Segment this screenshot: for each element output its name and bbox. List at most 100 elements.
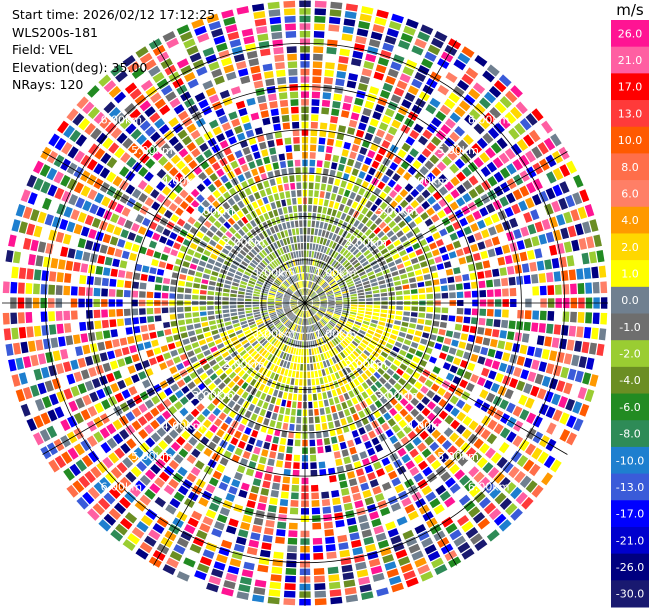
radar-gate-cell	[400, 436, 410, 446]
radar-gate-cell	[73, 412, 84, 425]
radar-gate-cell	[169, 97, 181, 109]
radar-gate-cell	[266, 228, 272, 236]
nrays-text: NRays: 120	[12, 77, 84, 93]
radar-gate-cell	[291, 408, 296, 416]
radar-gate-cell	[333, 261, 339, 268]
radar-gate-cell	[178, 448, 189, 458]
radar-gate-cell	[54, 137, 67, 151]
radar-gate-cell	[273, 233, 279, 241]
radar-gate-cell	[90, 466, 102, 479]
radar-gate-cell	[492, 395, 503, 407]
radar-gate-cell	[335, 336, 341, 343]
radar-gate-cell	[33, 225, 43, 238]
radar-gate-cell	[96, 388, 106, 400]
radar-gate-cell	[336, 465, 345, 474]
radar-gate-cell	[295, 325, 299, 332]
radar-gate-cell	[262, 196, 269, 205]
radar-gate-cell	[331, 209, 338, 217]
radar-gate-cell	[201, 105, 213, 116]
radar-gate-cell	[291, 323, 295, 330]
radar-gate-cell	[316, 385, 321, 393]
radar-gate-cell	[278, 92, 288, 100]
radar-gate-cell	[468, 506, 481, 518]
radar-gate-cell	[131, 308, 139, 316]
radar-gate-cell	[193, 347, 202, 355]
radar-gate-cell	[167, 405, 178, 415]
radar-gate-cell	[207, 296, 214, 300]
radar-gate-cell	[449, 307, 456, 314]
radar-gate-cell	[163, 352, 172, 360]
radar-gate-cell	[102, 456, 114, 469]
radar-gate-cell	[108, 85, 122, 98]
radar-gate-cell	[303, 311, 305, 318]
radar-gate-cell	[325, 215, 331, 223]
radar-gate-cell	[208, 320, 216, 326]
radar-gate-cell	[92, 354, 101, 364]
radar-gate-cell	[283, 281, 289, 287]
radar-gate-cell	[312, 76, 322, 84]
radar-gate-cell	[310, 309, 315, 315]
radar-gate-cell	[514, 470, 526, 484]
radar-gate-cell	[282, 176, 289, 184]
radar-gate-cell	[280, 231, 286, 239]
radar-gate-cell	[352, 326, 359, 332]
radar-gate-cell	[505, 402, 516, 414]
radar-gate-cell	[365, 346, 373, 353]
radar-gate-cell	[305, 297, 311, 303]
radar-gate-cell	[215, 287, 223, 292]
radar-gate-cell	[371, 351, 380, 358]
radar-gate-cell	[293, 386, 298, 393]
radar-gate-cell	[321, 230, 326, 237]
range-ring-label: 4.00km	[162, 419, 204, 432]
radar-gate-cell	[262, 359, 269, 367]
radar-gate-cell	[319, 476, 328, 484]
radar-gate-cell	[209, 225, 218, 233]
radar-gate-cell	[426, 293, 434, 299]
radar-gate-cell	[313, 568, 325, 575]
radar-gate-cell	[115, 523, 128, 536]
radar-gate-cell	[365, 53, 377, 63]
radar-gate-cell	[468, 128, 480, 140]
radar-gate-cell	[221, 351, 230, 358]
radar-gate-cell	[261, 259, 268, 266]
radar-gate-cell	[381, 422, 390, 432]
radar-gate-cell	[282, 238, 288, 246]
radar-gate-cell	[206, 368, 214, 376]
radar-gate-cell	[346, 415, 354, 424]
radar-gate-cell	[346, 264, 353, 271]
radar-gate-cell	[351, 397, 359, 405]
radar-gate-cell	[190, 129, 201, 140]
radar-gate-cell	[288, 76, 298, 84]
radar-gate-cell	[233, 53, 245, 63]
radar-gate-cell	[321, 107, 330, 115]
radar-gate-cell	[328, 304, 335, 307]
radar-gate-cell	[411, 45, 424, 56]
radar-gate-cell	[361, 260, 369, 267]
radar-gate-cell	[305, 280, 307, 288]
radar-gate-cell	[326, 312, 333, 316]
radar-gate-cell	[242, 246, 250, 254]
radar-gate-cell	[394, 258, 403, 265]
radar-gate-cell	[132, 281, 140, 289]
radar-gate-cell	[297, 317, 301, 325]
radar-gate-cell	[497, 256, 506, 266]
radar-gate-cell	[436, 263, 445, 271]
radar-gate-cell	[68, 194, 79, 206]
radar-gate-cell	[312, 296, 319, 300]
radar-gate-cell	[445, 330, 454, 338]
radar-gate-cell	[430, 37, 444, 49]
radar-gate-cell	[72, 480, 85, 493]
radar-gate-cell	[228, 486, 238, 495]
radar-gate-cell	[335, 308, 342, 312]
radar-gate-cell	[283, 295, 291, 299]
radar-gate-cell	[49, 393, 59, 406]
radar-gate-cell	[11, 266, 19, 279]
radar-gate-cell	[401, 344, 410, 351]
radar-gate-cell	[226, 153, 236, 163]
radar-gate-cell	[448, 92, 460, 104]
colorbar-unit-label: m/s	[616, 1, 644, 19]
radar-gate-cell	[287, 369, 292, 377]
colorbar-swatch	[611, 233, 649, 261]
radar-gate-cell	[504, 446, 516, 458]
radar-gate-cell	[57, 259, 66, 270]
